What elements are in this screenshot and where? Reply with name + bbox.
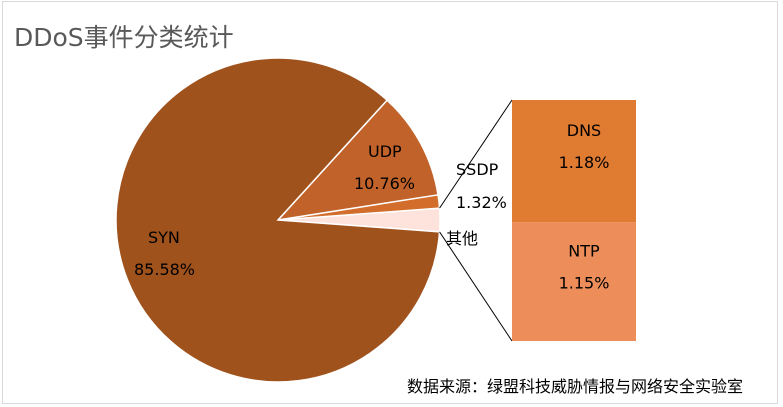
slice-label-syn: SYN [148, 228, 180, 247]
bar-label-ntp: NTP [568, 242, 600, 261]
connector-line-bottom [439, 231, 513, 342]
pie-slice-syn [115, 57, 441, 383]
bar-segment-dns [512, 100, 636, 223]
slice-label-other: 其他 [446, 229, 478, 248]
source-note: 数据来源：绿盟科技威胁情报与网络安全实验室 [406, 377, 743, 396]
connector-line-top [439, 99, 513, 209]
bar-value-dns: 1.18% [559, 153, 610, 172]
bar-value-ntp: 1.15% [559, 274, 610, 293]
slice-value-udp: 10.76% [354, 174, 415, 193]
bar-segment-ntp [512, 222, 636, 341]
slice-value-syn: 85.58% [134, 260, 195, 279]
slice-value-ssdp: 1.32% [456, 193, 507, 212]
slice-label-ssdp: SSDP [456, 160, 499, 179]
slice-label-udp: UDP [368, 142, 402, 161]
chart-title: DDoS事件分类统计 [14, 23, 234, 52]
pie-slice-udp [276, 99, 439, 222]
bar-label-dns: DNS [567, 121, 601, 140]
